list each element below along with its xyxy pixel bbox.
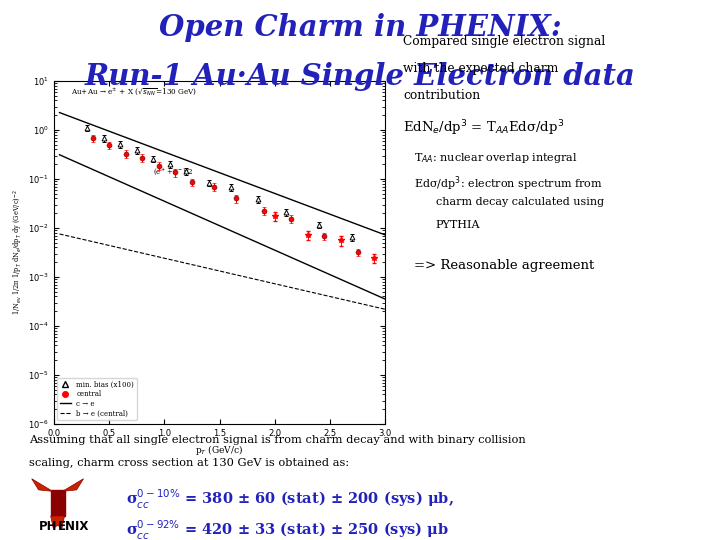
Text: PYTHIA: PYTHIA <box>436 220 480 230</box>
Polygon shape <box>50 490 65 516</box>
Text: Open Charm in PHENIX:: Open Charm in PHENIX: <box>158 14 562 43</box>
Legend: min. bias (x100), central, c → e, b → e (central): min. bias (x100), central, c → e, b → e … <box>58 377 137 421</box>
Polygon shape <box>50 516 65 528</box>
Text: scaling, charm cross section at 130 GeV is obtained as:: scaling, charm cross section at 130 GeV … <box>29 458 349 469</box>
Polygon shape <box>32 478 58 494</box>
Text: T$_{AA}$: nuclear overlap integral: T$_{AA}$: nuclear overlap integral <box>414 151 577 165</box>
Text: => Reasonable agreement: => Reasonable agreement <box>414 259 594 272</box>
Text: (e$^+$+e$^-$)/2: (e$^+$+e$^-$)/2 <box>153 167 194 177</box>
Text: charm decay calculated using: charm decay calculated using <box>436 197 604 207</box>
Text: contribution: contribution <box>403 89 480 102</box>
Polygon shape <box>58 478 84 494</box>
Text: Run-1 Au·Au Single Electron data: Run-1 Au·Au Single Electron data <box>84 62 636 91</box>
Text: with the expected charm: with the expected charm <box>403 62 559 75</box>
Y-axis label: 1/N$_{ev}$ 1/2π 1/p$_T$ dN$_e$/dp$_T$ dy (GeV/c)$^{-2}$: 1/N$_{ev}$ 1/2π 1/p$_T$ dN$_e$/dp$_T$ dy… <box>12 190 25 315</box>
Text: σ$_{cc}^{0-92\%}$ = 420 ± 33 (stat) ± 250 (sys) μb: σ$_{cc}^{0-92\%}$ = 420 ± 33 (stat) ± 25… <box>126 518 449 540</box>
Text: EdN$_e$/dp$^3$ = T$_{AA}$Edσ/dp$^3$: EdN$_e$/dp$^3$ = T$_{AA}$Edσ/dp$^3$ <box>403 119 564 138</box>
Text: ENIX: ENIX <box>58 521 89 534</box>
Text: PH: PH <box>39 521 58 534</box>
Text: Compared single electron signal: Compared single electron signal <box>403 35 606 48</box>
Text: Assuming that all single electron signal is from charm decay and with binary col: Assuming that all single electron signal… <box>29 435 526 445</box>
Text: σ$_{cc}^{0-10\%}$ = 380 ± 60 (stat) ± 200 (sys) μb,: σ$_{cc}^{0-10\%}$ = 380 ± 60 (stat) ± 20… <box>126 488 454 511</box>
X-axis label: p$_T$ (GeV/c): p$_T$ (GeV/c) <box>196 443 243 457</box>
Text: Edσ/dp$^3$: electron spectrum from: Edσ/dp$^3$: electron spectrum from <box>414 174 603 193</box>
Text: Au+Au → e$^{\pm}$ + X ($\sqrt{s_{NN}}$=130 GeV): Au+Au → e$^{\pm}$ + X ($\sqrt{s_{NN}}$=1… <box>71 86 197 97</box>
